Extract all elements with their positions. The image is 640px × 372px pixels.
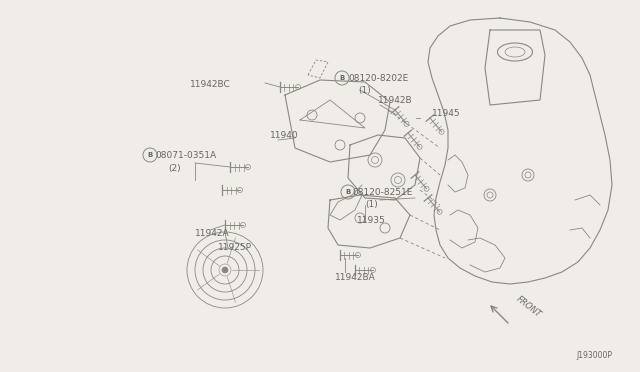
Text: B: B [339,75,344,81]
Text: 11945: 11945 [432,109,461,118]
Text: 11942A: 11942A [195,228,230,237]
Text: FRONT: FRONT [515,294,543,319]
Text: 08071-0351A: 08071-0351A [155,151,216,160]
Text: B: B [346,189,351,195]
Text: 08120-8202E: 08120-8202E [348,74,408,83]
Text: (1): (1) [358,86,371,94]
Text: 11935: 11935 [357,215,386,224]
Text: 11940: 11940 [270,131,299,140]
Text: (1): (1) [365,199,378,208]
Text: 08120-8251E: 08120-8251E [352,187,412,196]
Circle shape [222,267,228,273]
Text: (2): (2) [168,164,180,173]
Text: 11942BC: 11942BC [190,80,231,89]
Text: 11942B: 11942B [378,96,413,105]
Text: B: B [147,152,152,158]
Text: 11942BA: 11942BA [335,273,376,282]
Text: J193000P: J193000P [576,351,612,360]
Text: 11925P: 11925P [218,244,252,253]
